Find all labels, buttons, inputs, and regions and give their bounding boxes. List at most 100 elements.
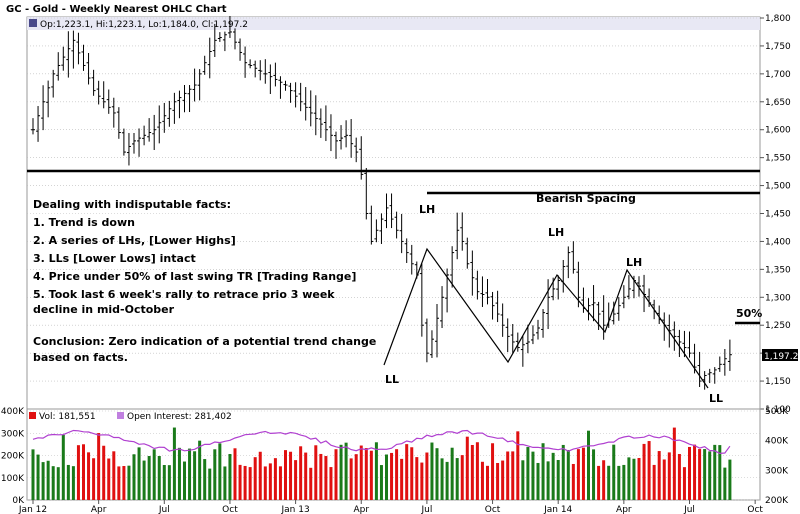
note-line: Conclusion: Zero indication of a potenti… (33, 335, 376, 348)
x-tick-label: Jul (420, 505, 432, 514)
volume-bar (349, 458, 353, 500)
x-tick-label: Oct (485, 505, 501, 514)
volume-bar (339, 444, 343, 500)
x-tick-label: Jul (683, 505, 695, 514)
volume-bar (677, 454, 681, 500)
volume-bar (597, 465, 601, 500)
volume-bar (571, 463, 575, 500)
volume-bar (379, 465, 383, 500)
volume-bar (551, 452, 555, 500)
volume-bar (506, 451, 510, 500)
ll-label-2: LL (709, 392, 723, 405)
volume-bar (475, 442, 479, 500)
volume-bar (102, 445, 106, 500)
volume-bar (440, 458, 444, 500)
y-tick-label: 1,150 (765, 377, 791, 387)
volume-bar (273, 458, 277, 500)
volume-bar (152, 449, 156, 500)
note-line: based on facts. (33, 351, 128, 364)
volume-bar (657, 451, 661, 500)
lh-label-3: LH (626, 256, 642, 269)
ohlc-swatch (29, 19, 37, 27)
volume-bar (718, 445, 722, 500)
y-tick-label: 1,350 (765, 265, 791, 275)
volume-bar (642, 443, 646, 500)
note-line: decline in mid-October (33, 303, 175, 316)
volume-bar (410, 447, 414, 500)
volume-bar (41, 462, 45, 500)
volume-bar (496, 462, 500, 500)
volume-bar (637, 457, 641, 500)
analysis-notes: Dealing with indisputable facts: 1. Tren… (33, 198, 376, 364)
volume-bar (127, 465, 131, 500)
volume-bar (556, 459, 560, 500)
volume-bar (400, 458, 404, 500)
volume-bar (243, 465, 247, 500)
volume-bar (112, 451, 116, 500)
volume-bar (693, 444, 697, 500)
last-price-tag (762, 349, 798, 361)
x-tick-label: Oct (747, 505, 763, 514)
volume-bar (405, 444, 409, 500)
volume-bar (516, 431, 520, 500)
price-panel (26, 16, 761, 410)
y-tick-label: 1,250 (765, 321, 791, 331)
volume-bar (162, 465, 166, 500)
volume-bar (607, 465, 611, 500)
volume-bar (278, 466, 282, 500)
volume-bar (314, 445, 318, 500)
volume-bar (223, 466, 227, 500)
last-price-value: 1,197.2 (764, 352, 798, 362)
volume-bar (46, 460, 50, 500)
x-tick-label: Apr (616, 505, 632, 514)
note-line: 5. Took last 6 week's rally to retrace p… (33, 288, 335, 301)
y-tick-label: 1,400 (765, 237, 791, 247)
volume-bar (526, 447, 530, 500)
volume-bar (208, 468, 212, 500)
volume-bar (703, 449, 707, 500)
volume-bar (82, 444, 85, 500)
y-tick-label: 1,450 (765, 210, 791, 220)
volume-bar (425, 452, 429, 500)
volume-bar (612, 444, 616, 500)
volume-bar (667, 452, 671, 500)
volume-bars (31, 427, 732, 500)
volume-bar (213, 449, 217, 500)
volume-bar (36, 454, 40, 500)
note-line: 1. Trend is down (33, 216, 135, 229)
volume-bar (511, 451, 515, 500)
time-axis: Jan 12 Apr Jul Oct Jan 13 Apr Jul Oct Jan 14 Apr J… (18, 500, 763, 514)
note-line: Dealing with indisputable facts: (33, 198, 231, 211)
volume-bar (592, 449, 596, 500)
volume-bar (420, 462, 424, 500)
ohlc-readout: Op:1,223.1, Hi:1,223.1, Lo:1,184.0, Cl:1… (40, 20, 248, 30)
y-tick-label: 1,600 (765, 126, 791, 136)
volume-bar (374, 442, 378, 500)
volume-bar (61, 434, 65, 500)
volume-bar (561, 444, 565, 500)
volume-bar (97, 433, 101, 500)
volume-bar (183, 461, 186, 500)
volume-bar (470, 444, 474, 500)
volume-bar (193, 451, 197, 500)
y-tick-label: 1,700 (765, 70, 791, 80)
volume-bar (521, 460, 525, 500)
open-interest-axis: 500K 400K 300K 200K (765, 407, 789, 506)
oi-tick-label: 200K (765, 496, 789, 506)
volume-bar (107, 458, 111, 500)
note-line: 3. LLs [Lower Lows] intact (33, 252, 196, 265)
volume-tick-label: 400K (1, 407, 25, 417)
volume-bar (233, 448, 237, 500)
volume-bar (627, 457, 631, 500)
volume-bar (354, 454, 358, 500)
y-tick-label: 1,750 (765, 42, 791, 52)
bearish-spacing-label: Bearish Spacing (536, 192, 636, 205)
volume-bar (415, 457, 419, 500)
volume-bar (652, 464, 656, 500)
volume-tick-label: 200K (1, 452, 25, 462)
volume-grid (27, 410, 760, 501)
volume-tick-label: 100K (1, 474, 25, 484)
x-tick-label: Jan 14 (543, 505, 572, 514)
volume-bar (390, 452, 394, 500)
volume-bar (662, 459, 666, 500)
